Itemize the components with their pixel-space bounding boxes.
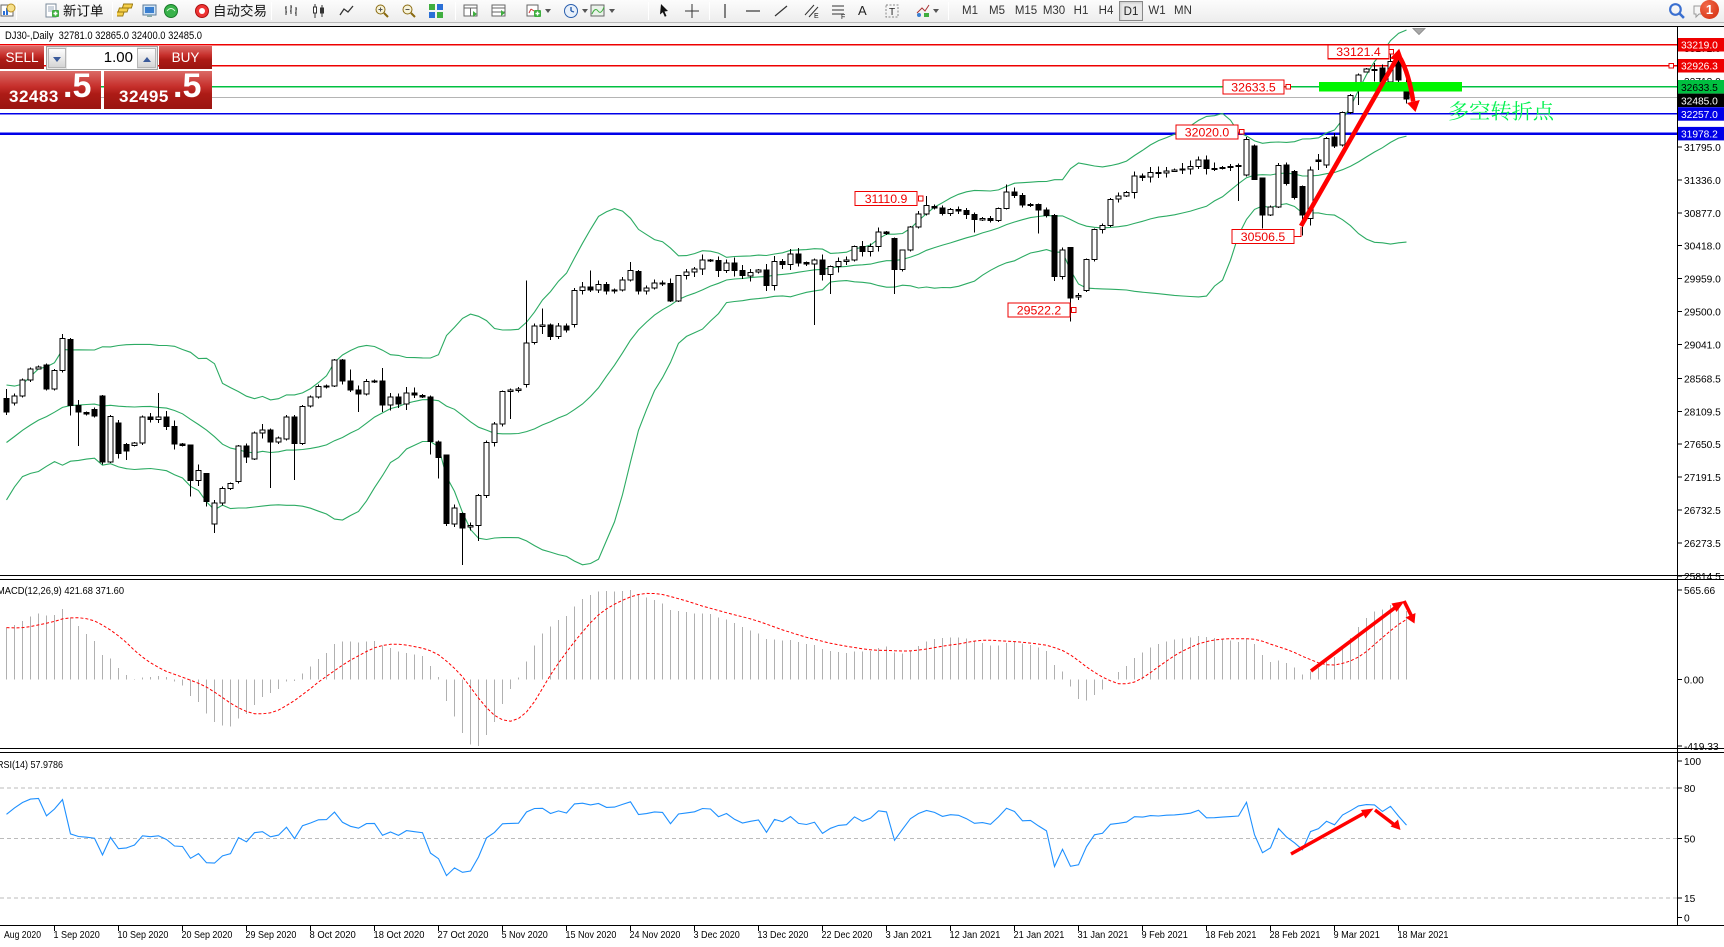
svg-text:18 Oct 2020: 18 Oct 2020 [374, 930, 425, 941]
svg-text:0.00: 0.00 [1684, 676, 1704, 687]
svg-text:29 Sep 2020: 29 Sep 2020 [246, 930, 297, 941]
svg-text:0: 0 [1684, 914, 1690, 925]
svg-text:27650.5: 27650.5 [1684, 440, 1721, 451]
svg-text:31 Jan 2021: 31 Jan 2021 [1078, 930, 1129, 941]
svg-text:T: T [889, 7, 895, 18]
svg-text:MACD(12,26,9) 421.68 371.60: MACD(12,26,9) 421.68 371.60 [0, 586, 124, 597]
svg-text:15 Nov 2020: 15 Nov 2020 [566, 930, 617, 941]
svg-text:Aug 2020: Aug 2020 [4, 930, 41, 941]
svg-text:33121.4: 33121.4 [1336, 45, 1381, 59]
svg-text:29522.2: 29522.2 [1017, 303, 1062, 317]
svg-text:32257.0: 32257.0 [1681, 110, 1718, 121]
svg-text:31978.2: 31978.2 [1681, 130, 1718, 141]
svg-text:9 Mar 2021: 9 Mar 2021 [1334, 930, 1381, 941]
svg-text:28 Feb 2021: 28 Feb 2021 [1270, 930, 1321, 941]
svg-text:29041.0: 29041.0 [1684, 341, 1721, 352]
svg-text:29959.0: 29959.0 [1684, 275, 1721, 286]
svg-text:22 Dec 2020: 22 Dec 2020 [822, 930, 873, 941]
svg-text:32633.5: 32633.5 [1681, 83, 1718, 94]
svg-text:13 Dec 2020: 13 Dec 2020 [758, 930, 809, 941]
svg-text:8 Oct 2020: 8 Oct 2020 [310, 930, 357, 941]
svg-text:30877.0: 30877.0 [1684, 209, 1721, 220]
svg-text:29500.0: 29500.0 [1684, 308, 1721, 319]
svg-text:21 Jan 2021: 21 Jan 2021 [1014, 930, 1065, 941]
svg-text:DJ30-,Daily 32781.0 32865.0 3: DJ30-,Daily 32781.0 32865.0 32400.0 3248… [5, 30, 202, 42]
svg-text:31795.0: 31795.0 [1684, 143, 1721, 154]
svg-text:15: 15 [1684, 894, 1696, 905]
svg-text:31336.0: 31336.0 [1684, 176, 1721, 187]
svg-text:1 Sep 2020: 1 Sep 2020 [54, 930, 101, 941]
svg-text:-419.33: -419.33 [1684, 742, 1719, 753]
svg-text:25814.5: 25814.5 [1684, 572, 1721, 583]
svg-text:20 Sep 2020: 20 Sep 2020 [182, 930, 233, 941]
svg-text:28568.5: 28568.5 [1684, 374, 1721, 385]
svg-text:18 Mar 2021: 18 Mar 2021 [1398, 930, 1449, 941]
svg-text:50: 50 [1684, 835, 1696, 846]
svg-text:26732.5: 26732.5 [1684, 506, 1721, 517]
svg-text:100: 100 [1684, 757, 1701, 768]
svg-text:3 Dec 2020: 3 Dec 2020 [694, 930, 741, 941]
svg-text:80: 80 [1684, 784, 1696, 795]
svg-text:12 Jan 2021: 12 Jan 2021 [950, 930, 1001, 941]
svg-text:33219.0: 33219.0 [1681, 41, 1718, 52]
svg-text:30506.5: 30506.5 [1241, 230, 1286, 244]
svg-text:3 Jan 2021: 3 Jan 2021 [886, 930, 933, 941]
svg-text:24 Nov 2020: 24 Nov 2020 [630, 930, 681, 941]
svg-text:10 Sep 2020: 10 Sep 2020 [118, 930, 169, 941]
svg-text:27191.5: 27191.5 [1684, 473, 1721, 484]
svg-text:27 Oct 2020: 27 Oct 2020 [438, 930, 489, 941]
svg-text:30418.0: 30418.0 [1684, 242, 1721, 253]
svg-text:E: E [814, 13, 819, 19]
svg-text:F: F [841, 14, 845, 19]
svg-text:28109.5: 28109.5 [1684, 407, 1721, 418]
svg-text:32633.5: 32633.5 [1231, 80, 1276, 94]
svg-text:32485.0: 32485.0 [1681, 96, 1718, 107]
svg-text:31110.9: 31110.9 [865, 192, 908, 206]
svg-text:5 Nov 2020: 5 Nov 2020 [502, 930, 549, 941]
svg-text:26273.5: 26273.5 [1684, 539, 1721, 550]
svg-text:9 Feb 2021: 9 Feb 2021 [1142, 930, 1189, 941]
svg-text:565.66: 565.66 [1684, 586, 1715, 597]
svg-text:18 Feb 2021: 18 Feb 2021 [1206, 930, 1257, 941]
svg-text:32926.3: 32926.3 [1681, 62, 1718, 73]
svg-text:RSI(14) 57.9786: RSI(14) 57.9786 [0, 760, 63, 771]
svg-text:32020.0: 32020.0 [1185, 125, 1230, 139]
